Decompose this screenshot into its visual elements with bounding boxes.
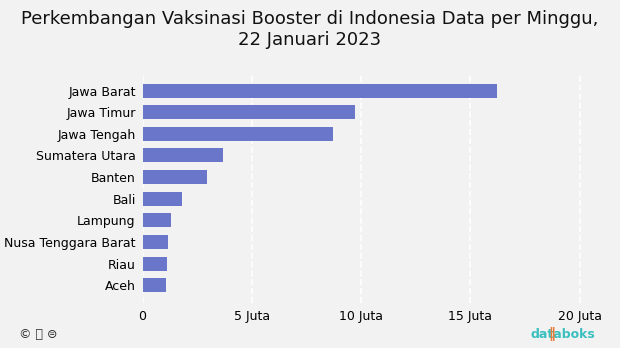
Bar	[143, 105, 355, 119]
Bar	[143, 278, 166, 292]
Bar	[143, 192, 182, 206]
Bar	[143, 127, 333, 141]
Bar	[143, 84, 497, 97]
Bar	[143, 149, 223, 163]
Text: © ⓘ ⊜: © ⓘ ⊜	[19, 328, 57, 341]
Text: Perkembangan Vaksinasi Booster di Indonesia Data per Minggu,
22 Januari 2023: Perkembangan Vaksinasi Booster di Indone…	[21, 10, 599, 49]
Bar	[143, 213, 171, 227]
Text: ‖: ‖	[548, 327, 555, 341]
Bar	[143, 256, 167, 271]
Bar	[143, 170, 207, 184]
Text: databoks: databoks	[531, 328, 595, 341]
Bar	[143, 235, 168, 249]
